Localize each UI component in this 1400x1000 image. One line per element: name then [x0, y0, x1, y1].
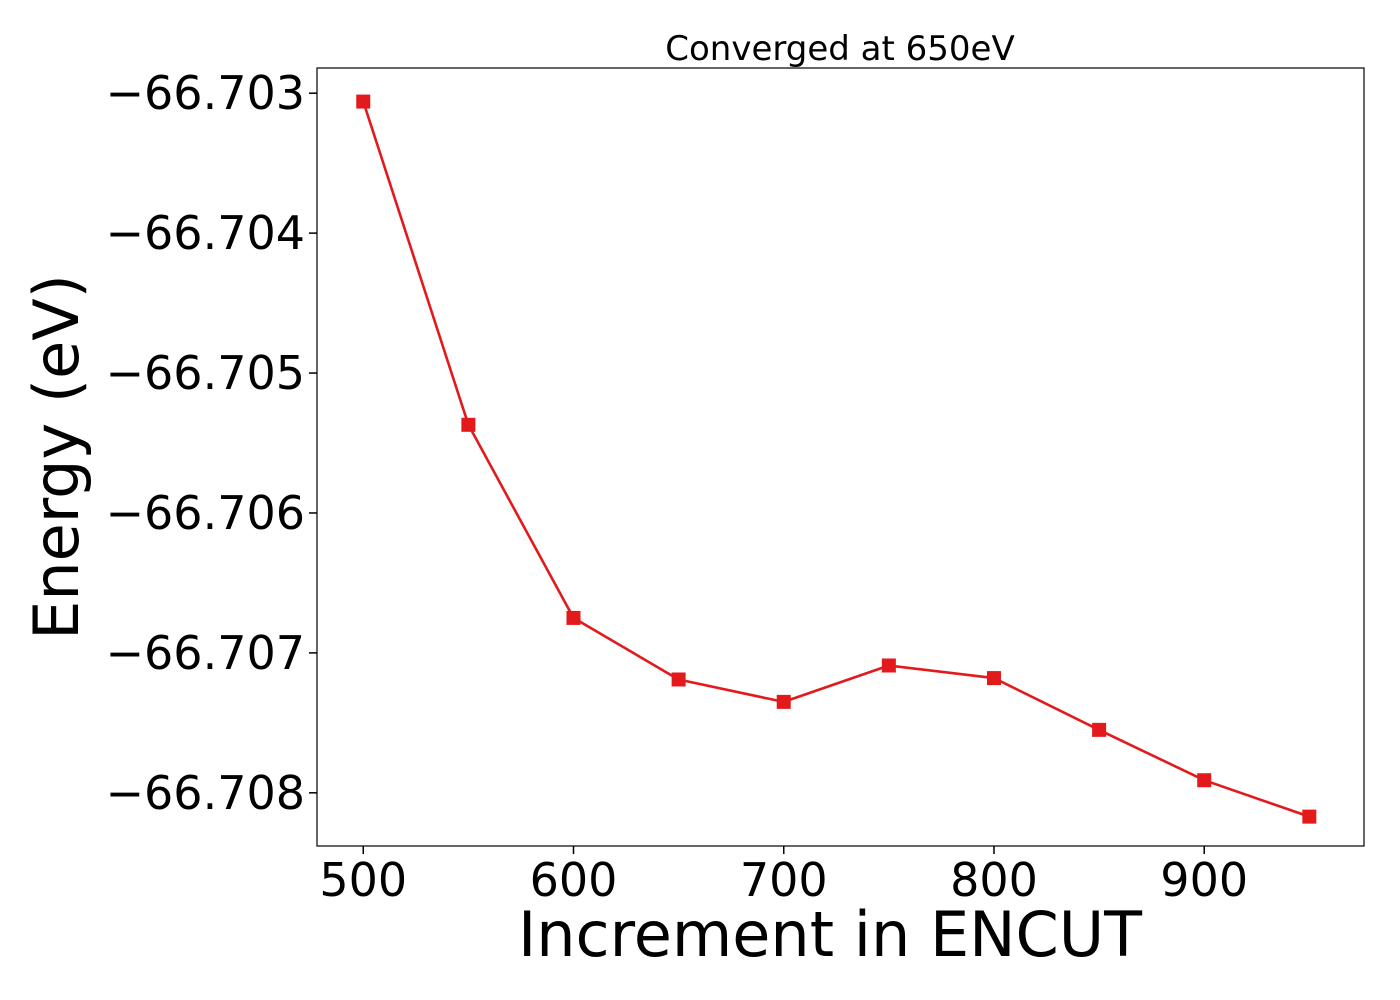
chart-title: Converged at 650eV	[665, 29, 1014, 69]
x-tick-label: 600	[530, 853, 618, 907]
x-axis-label: Increment in ENCUT	[518, 898, 1143, 971]
series-energy	[356, 94, 1317, 824]
data-point	[566, 610, 581, 625]
y-axis-label: Energy (eV)	[20, 274, 93, 640]
data-point	[1092, 722, 1107, 737]
y-tick-label: −66.705	[106, 346, 306, 400]
y-tick-label: −66.703	[106, 66, 306, 120]
y-tick-label: −66.707	[106, 626, 306, 680]
x-tick-label: 900	[1160, 853, 1248, 907]
y-tick-label: −66.706	[106, 486, 306, 540]
data-point	[881, 658, 896, 673]
data-point	[461, 417, 476, 432]
y-axis: −66.703 −66.704 −66.705 −66.706 −66.707 −66.7…	[106, 66, 317, 820]
data-point	[1302, 809, 1317, 824]
series-line	[362, 101, 1310, 818]
plot-frame	[316, 67, 1365, 847]
data-point	[356, 94, 371, 109]
x-tick-label: 700	[740, 853, 828, 907]
x-axis: 500 600 700 800 900	[319, 846, 1248, 907]
data-point	[776, 694, 791, 709]
x-tick-label: 500	[319, 853, 407, 907]
data-point	[986, 671, 1001, 686]
data-point	[671, 672, 686, 687]
y-tick-label: −66.704	[106, 206, 306, 260]
data-point	[1197, 773, 1212, 788]
y-tick-label: −66.708	[106, 766, 306, 820]
x-tick-label: 800	[950, 853, 1038, 907]
